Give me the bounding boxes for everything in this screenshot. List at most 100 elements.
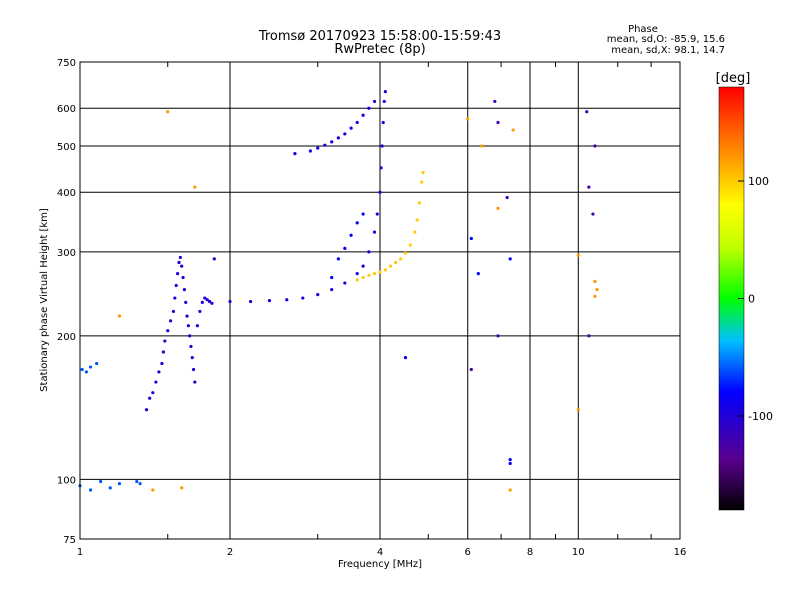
echo-point [80, 367, 84, 372]
echo-point [203, 296, 207, 300]
echo-point [496, 120, 500, 125]
echo-point [186, 324, 190, 328]
echo-point [205, 298, 209, 302]
echo-point [185, 314, 189, 318]
echo-point [593, 279, 597, 284]
echo-point [180, 264, 184, 268]
echo-point [212, 257, 216, 261]
echo-point [99, 479, 103, 484]
legend-x-mode: mean, sd,X: 98.1, 14.7 [611, 45, 725, 56]
echo-point [117, 481, 122, 486]
echo-point [585, 110, 589, 114]
echo-point [88, 365, 93, 369]
echo-point [403, 251, 408, 255]
echo-point [182, 287, 186, 292]
echo-point [587, 334, 591, 338]
chart-title: Tromsø 20170923 15:58:00-15:59:43 [258, 29, 501, 44]
echo-point [372, 272, 377, 276]
echo-point [417, 201, 422, 205]
axis-ticks: 1 2 4 6 8 10 16 75 100 200 300 400 500 600 750 [57, 58, 686, 558]
echo-point [496, 334, 500, 338]
echo-point [330, 275, 334, 280]
echo-point [508, 458, 512, 462]
echo-point [316, 146, 320, 150]
echo-point [576, 408, 580, 412]
echo-point [375, 212, 379, 216]
echo-point [367, 250, 371, 254]
echo-point [285, 298, 289, 302]
echo-point [193, 185, 197, 189]
echo-point [349, 126, 353, 130]
echo-point [382, 99, 386, 104]
chart-subtitle: RwPretec (8p) [334, 42, 425, 57]
echo-point [469, 367, 473, 372]
echo-point [181, 275, 185, 280]
echo-point [323, 143, 327, 147]
echo-point [210, 301, 214, 305]
echo-point [198, 309, 202, 314]
echo-point [394, 260, 398, 265]
echo-point [415, 218, 419, 222]
echo-point [228, 299, 232, 304]
echo-point [189, 344, 193, 349]
echo-point [343, 246, 347, 250]
echo-point [381, 120, 385, 125]
echo-point [151, 488, 155, 492]
echo-point [408, 243, 412, 247]
x-tick-label: 1 [77, 547, 83, 558]
echo-point [372, 230, 377, 234]
echo-point [361, 275, 365, 280]
echo-point [593, 294, 597, 298]
colorbar-tick-label: 0 [748, 293, 755, 306]
echo-point [493, 99, 497, 104]
x-tick-label: 16 [674, 547, 687, 558]
echo-point [148, 396, 152, 400]
echo-point [480, 144, 484, 148]
y-tick-label: 300 [57, 248, 76, 259]
echo-point [367, 273, 371, 277]
echo-point [157, 370, 161, 374]
echo-point [336, 257, 340, 261]
echo-point [180, 486, 184, 490]
echo-point [249, 299, 253, 304]
y-tick-label: 75 [63, 535, 76, 546]
echo-point [336, 136, 340, 140]
echo-point [207, 299, 212, 304]
echo-point [267, 299, 272, 303]
y-tick-label: 500 [57, 142, 76, 153]
echo-point [330, 140, 334, 144]
echo-point [511, 128, 515, 132]
echo-point [466, 117, 470, 121]
echo-point [378, 270, 382, 274]
echo-point [367, 106, 371, 110]
echo-point [403, 356, 408, 360]
echo-point [383, 90, 387, 94]
echo-point [383, 268, 387, 272]
echo-point [95, 361, 99, 366]
x-axis-label: Frequency [MHz] [338, 559, 422, 570]
echo-point [379, 166, 383, 170]
echo-point [595, 287, 599, 292]
y-axis-label: Stationary phase Virtual Height [km] [39, 208, 50, 392]
legend-o-mode: mean, sd,O: -85.9, 15.6 [607, 34, 725, 45]
echo-point [496, 206, 500, 210]
echo-point [469, 236, 473, 241]
echo-point [171, 309, 176, 314]
echo-point [160, 361, 164, 366]
echo-point [200, 300, 204, 305]
x-tick-label: 6 [465, 547, 471, 558]
echo-point [173, 296, 177, 300]
data-points [78, 90, 599, 492]
colorbar-label: [deg] [716, 71, 751, 86]
echo-point [178, 255, 182, 260]
colorbar-tick-label: 100 [748, 175, 769, 188]
echo-point [508, 257, 512, 261]
colorbar-tick-label: -100 [748, 410, 773, 423]
echo-point [301, 296, 305, 300]
x-tick-label: 8 [527, 547, 533, 558]
echo-point [138, 481, 142, 486]
echo-point [161, 350, 165, 354]
echo-point [355, 120, 359, 125]
